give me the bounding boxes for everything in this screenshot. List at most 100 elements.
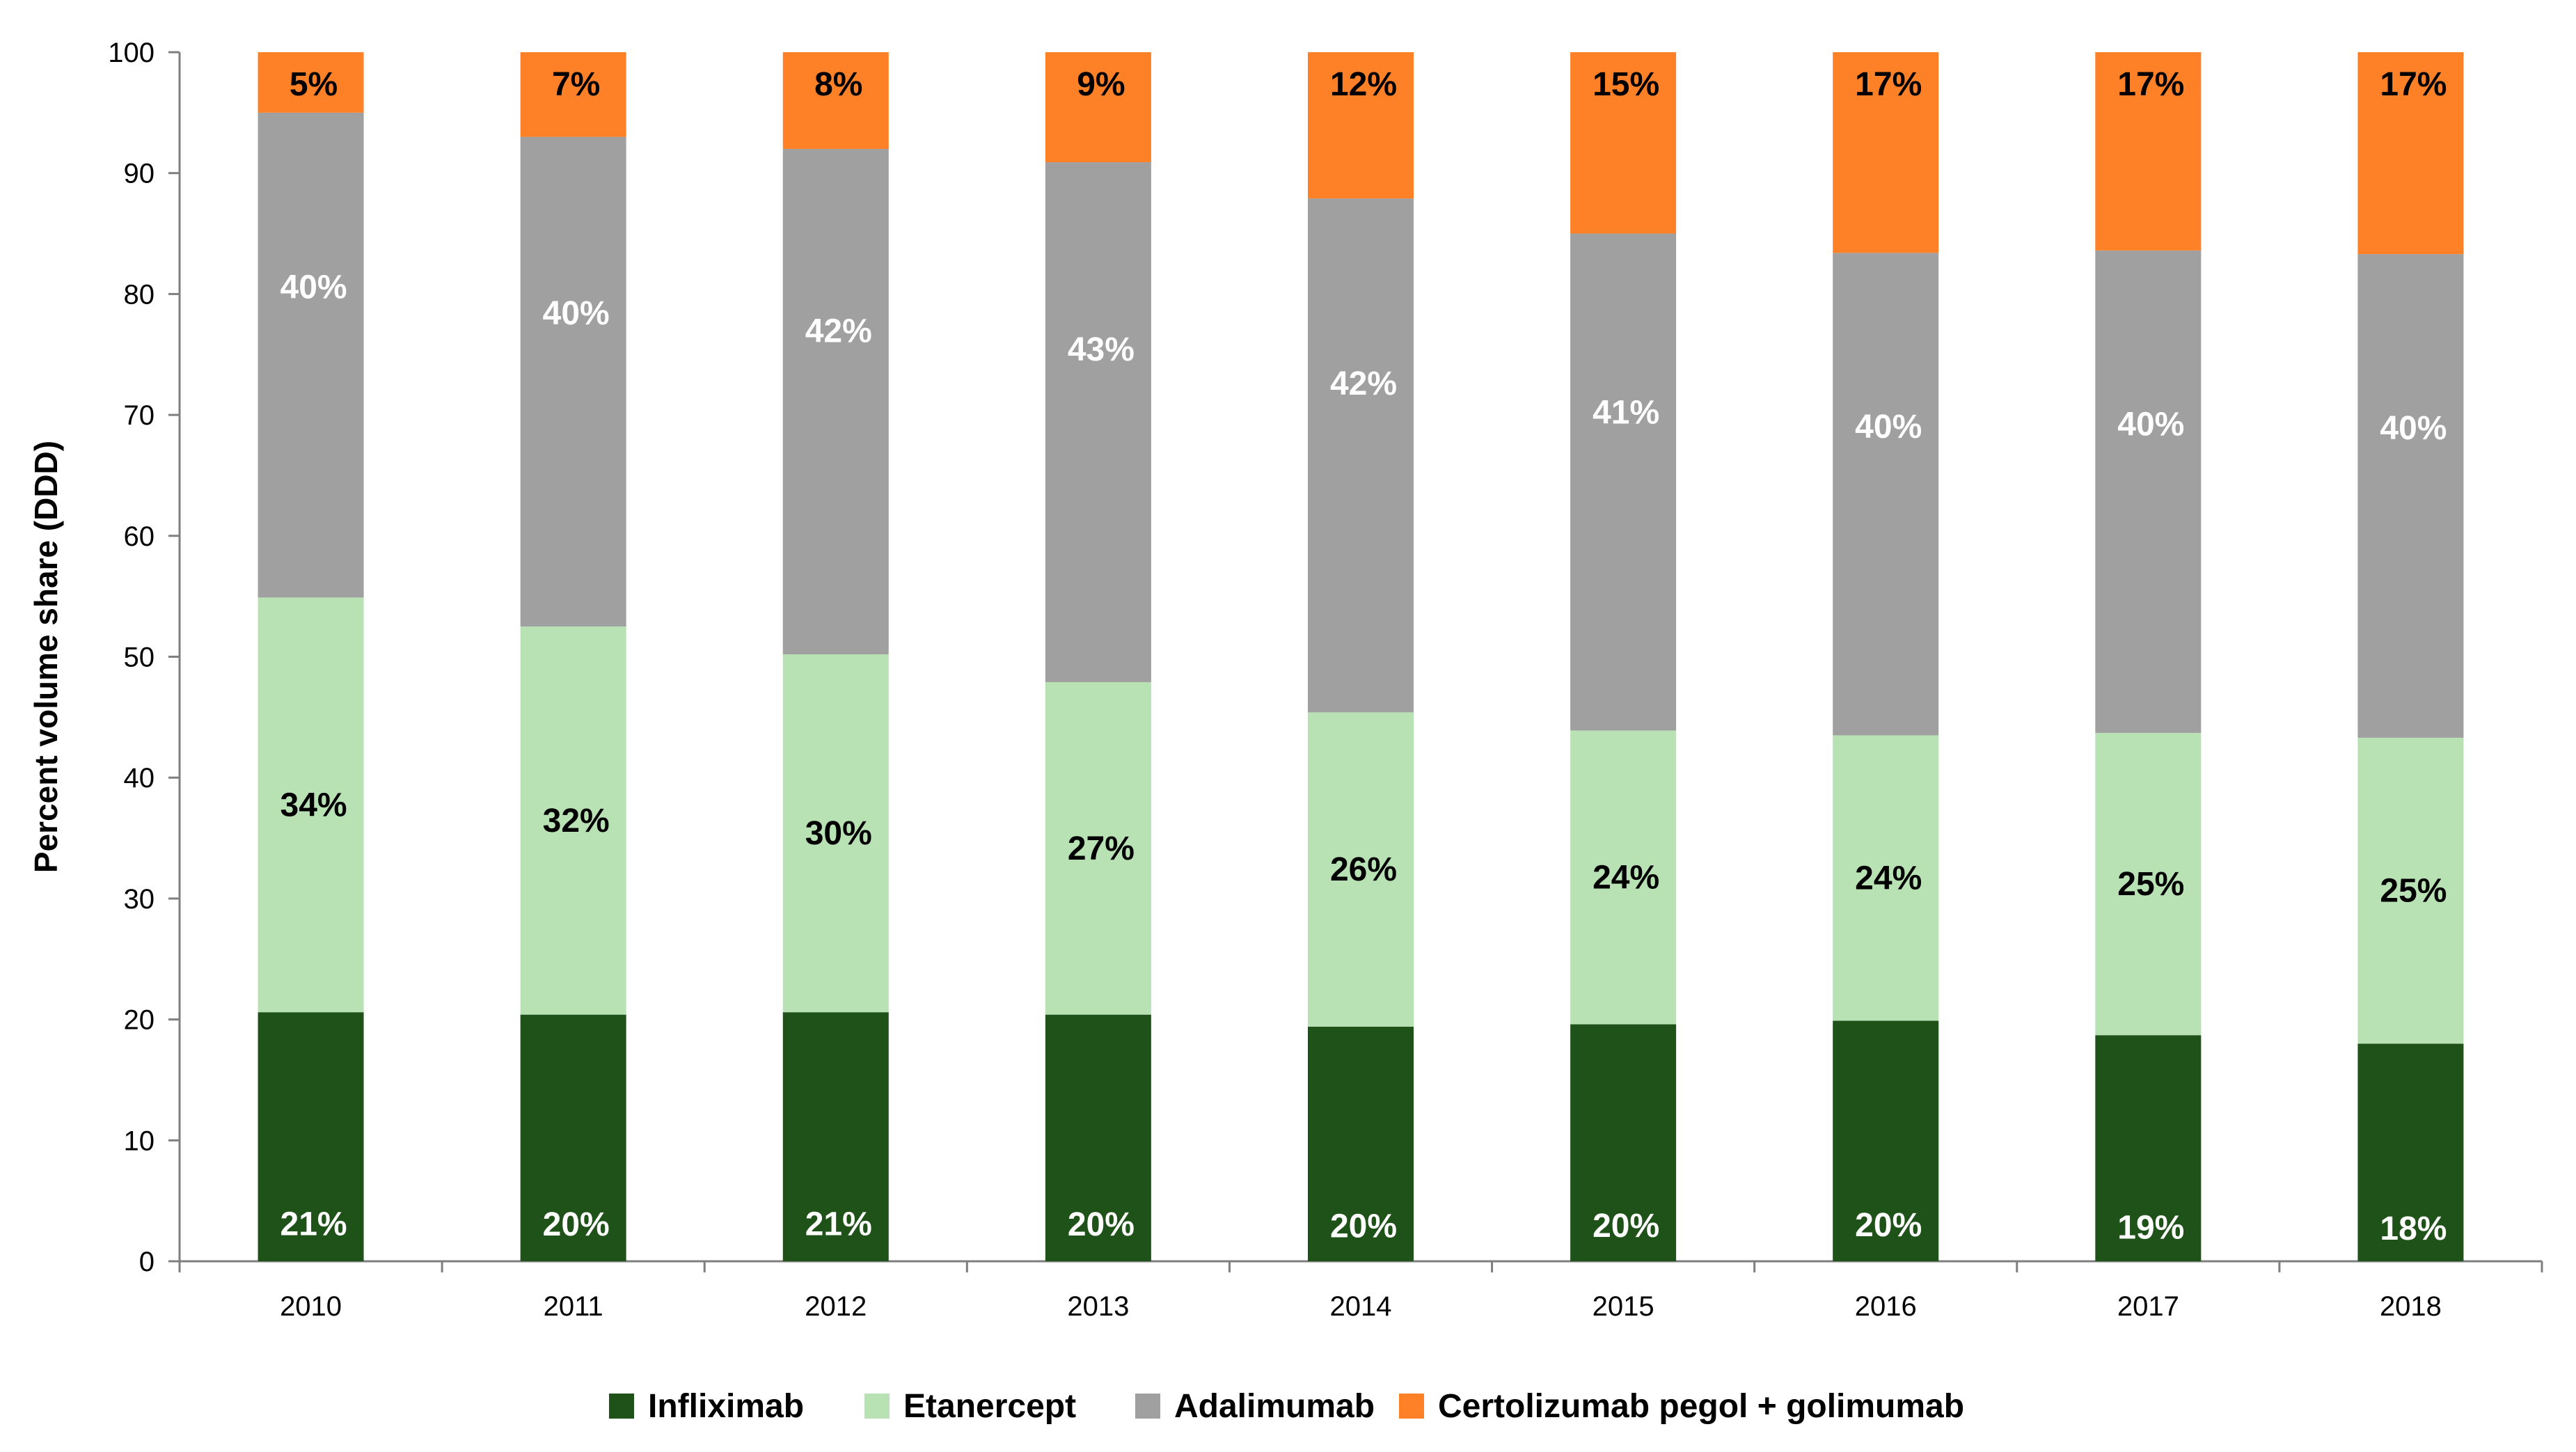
x-tick-label: 2010: [280, 1291, 342, 1322]
y-tick-label: 70: [124, 400, 155, 431]
bar-segment-adalimumab: [782, 148, 889, 655]
bar-segment-etanercept: [520, 626, 626, 1015]
bar-segment-infliximab: [520, 1014, 626, 1261]
x-tick-label: 2012: [805, 1291, 867, 1322]
data-label: 30%: [805, 815, 872, 852]
bar-segment-adalimumab: [2357, 254, 2464, 738]
bar-segment-adalimumab: [258, 112, 364, 598]
bar-segment-certolizumab-pegol-golimumab: [1833, 52, 1939, 253]
x-tick-label: 2011: [544, 1291, 603, 1322]
data-label: 7%: [552, 66, 600, 103]
data-label: 27%: [1068, 830, 1135, 867]
bar-segment-etanercept: [2095, 732, 2202, 1036]
data-label: 17%: [2380, 66, 2447, 103]
data-label: 40%: [2380, 410, 2447, 447]
data-label: 43%: [1068, 331, 1135, 368]
legend-item: Etanercept: [864, 1387, 1076, 1426]
data-label: 41%: [1593, 395, 1659, 432]
y-tick-label: 40: [124, 763, 155, 794]
legend-swatch: [609, 1394, 634, 1419]
bar-segment-etanercept: [1570, 730, 1677, 1025]
data-label: 26%: [1330, 851, 1397, 888]
data-label: 40%: [1855, 409, 1922, 445]
x-tick-label: 2018: [2380, 1291, 2442, 1322]
legend-item: Adalimumab: [1135, 1387, 1375, 1426]
legend-label: Certolizumab pegol + golimumab: [1438, 1387, 1965, 1425]
legend-item: Certolizumab pegol + golimumab: [1399, 1387, 1964, 1426]
y-tick-label: 60: [124, 521, 155, 552]
data-label: 34%: [280, 787, 347, 823]
bar-segment-infliximab: [1570, 1024, 1677, 1261]
legend-label: Etanercept: [903, 1387, 1077, 1425]
data-label: 24%: [1855, 860, 1922, 897]
data-label: 20%: [543, 1206, 610, 1243]
x-tick-label: 2017: [2117, 1291, 2179, 1322]
y-axis-title: Percent volume share (DDD): [28, 441, 64, 873]
bar-segment-certolizumab-pegol-golimumab: [2357, 52, 2464, 255]
data-label: 42%: [1330, 365, 1397, 402]
bar-segment-etanercept: [1833, 735, 1939, 1021]
data-label: 20%: [1593, 1208, 1659, 1245]
bar-segment-etanercept: [1308, 712, 1414, 1027]
data-label: 42%: [805, 313, 872, 349]
data-label: 40%: [543, 295, 610, 332]
bar-segment-etanercept: [2357, 737, 2464, 1044]
legend-swatch: [1399, 1394, 1424, 1419]
legend-label: Infliximab: [648, 1387, 805, 1425]
data-label: 12%: [1330, 66, 1397, 103]
data-label: 21%: [805, 1206, 872, 1242]
bar-segment-infliximab: [782, 1012, 889, 1261]
data-label: 20%: [1068, 1206, 1135, 1243]
data-label: 24%: [1593, 860, 1659, 897]
legend-swatch: [864, 1394, 890, 1419]
bar-segment-adalimumab: [1570, 233, 1677, 731]
bar-segment-certolizumab-pegol-golimumab: [520, 52, 626, 137]
y-tick-label: 10: [124, 1126, 155, 1156]
bar-segment-infliximab: [258, 1012, 364, 1261]
bar-segment-certolizumab-pegol-golimumab: [1570, 52, 1677, 234]
bar-segment-adalimumab: [1045, 162, 1151, 682]
bar-segment-adalimumab: [520, 136, 626, 627]
chart-legend: Infliximab Etanercept Adalimumab Certolizum…: [0, 1373, 2576, 1435]
bar-segment-infliximab: [2357, 1043, 2464, 1261]
bar-segment-infliximab: [1045, 1014, 1151, 1261]
x-tick-label: 2015: [1593, 1291, 1654, 1322]
bar-segment-etanercept: [1045, 681, 1151, 1015]
bar-segment-adalimumab: [1833, 253, 1939, 736]
bar-segment-certolizumab-pegol-golimumab: [1045, 52, 1151, 163]
x-tick-label: 2016: [1855, 1291, 1917, 1322]
data-label: 17%: [1855, 66, 1922, 103]
bar-segment-infliximab: [2095, 1035, 2202, 1261]
data-label: 19%: [2117, 1209, 2184, 1246]
data-label: 17%: [2117, 66, 2184, 103]
bar-segment-adalimumab: [1308, 198, 1414, 713]
bar-segment-adalimumab: [2095, 250, 2202, 733]
y-tick-label: 100: [108, 38, 155, 68]
data-label: 25%: [2117, 866, 2184, 903]
bar-segment-etanercept: [258, 597, 364, 1013]
data-label: 18%: [2380, 1210, 2447, 1247]
bar-segment-certolizumab-pegol-golimumab: [1308, 52, 1414, 199]
y-tick-label: 50: [124, 642, 155, 673]
data-label: 20%: [1330, 1208, 1397, 1245]
y-tick-label: 20: [124, 1005, 155, 1036]
legend-swatch: [1135, 1394, 1160, 1419]
bar-segment-etanercept: [782, 654, 889, 1013]
bar-segment-certolizumab-pegol-golimumab: [258, 52, 364, 113]
data-label: 40%: [280, 269, 347, 306]
bar-segment-infliximab: [1308, 1027, 1414, 1261]
data-label: 40%: [2117, 406, 2184, 443]
data-label: 32%: [543, 803, 610, 839]
data-label: 5%: [290, 66, 338, 103]
legend-label: Adalimumab: [1174, 1387, 1375, 1425]
bar-segment-certolizumab-pegol-golimumab: [782, 52, 889, 149]
data-label: 9%: [1077, 66, 1125, 103]
data-label: 25%: [2380, 873, 2447, 910]
y-tick-label: 80: [124, 279, 155, 310]
bar-segment-certolizumab-pegol-golimumab: [2095, 52, 2202, 251]
data-label: 20%: [1855, 1207, 1922, 1244]
x-tick-label: 2013: [1067, 1291, 1129, 1322]
x-tick-label: 2014: [1330, 1291, 1392, 1322]
data-label: 21%: [280, 1206, 347, 1242]
